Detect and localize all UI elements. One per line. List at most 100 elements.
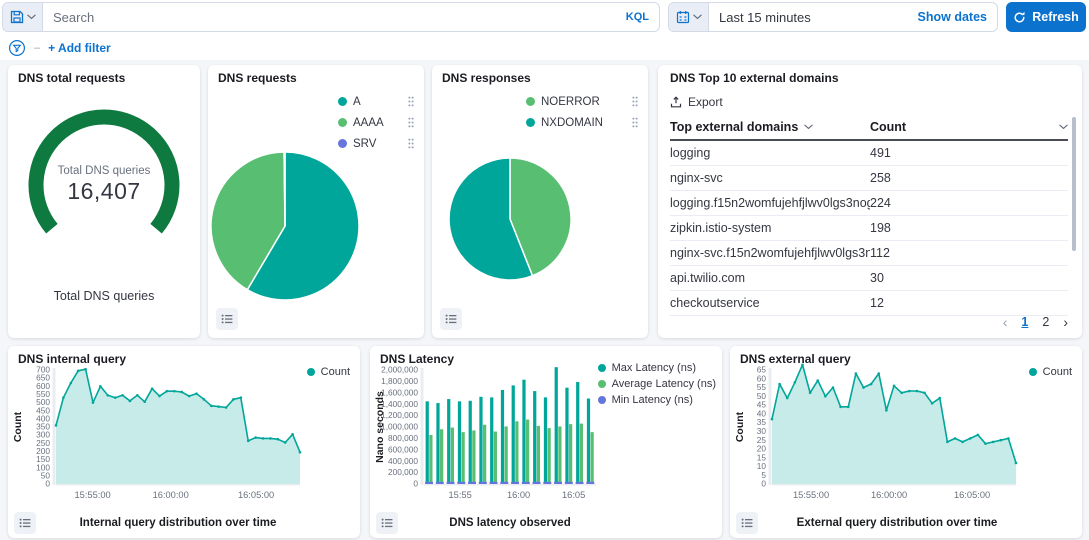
svg-text:0: 0 <box>45 479 50 489</box>
kql-language-button[interactable]: KQL <box>625 11 649 23</box>
svg-text:10: 10 <box>757 461 767 471</box>
x-axis-title: Internal query distribution over time <box>79 517 277 529</box>
legend-menu-icon[interactable] <box>632 96 638 107</box>
pie-chart[interactable] <box>448 157 572 281</box>
chevron-down-icon <box>692 14 702 20</box>
add-filter-button[interactable]: + Add filter <box>48 41 111 55</box>
legend-label: AAAA <box>353 116 384 129</box>
panel-title: DNS total requests <box>18 71 126 85</box>
svg-text:25: 25 <box>757 435 767 445</box>
svg-text:15:55:00: 15:55:00 <box>793 490 829 500</box>
refresh-button[interactable]: Refresh <box>1006 2 1086 32</box>
svg-text:500: 500 <box>36 397 50 407</box>
legend-dot <box>306 368 315 376</box>
svg-text:16:00:00: 16:00:00 <box>153 490 189 500</box>
cell-domain: api.twilio.com <box>670 271 746 285</box>
show-dates-button[interactable]: Show dates <box>917 10 987 24</box>
legend-item[interactable]: Average Latency (ns) <box>597 376 716 392</box>
legend-dot <box>597 396 606 404</box>
cell-domain: logging.f15n2womfujehfjlwv0lgs3nog.... <box>670 196 870 210</box>
legend-menu-icon[interactable] <box>408 117 414 128</box>
latency-legend: Max Latency (ns) Average Latency (ns) Min … <box>597 360 716 408</box>
table-row[interactable]: logging.f15n2womfujehfjlwv0lgs3nog.... 22… <box>670 191 1068 216</box>
legend-toggle-button[interactable] <box>376 512 398 534</box>
legend-menu-icon[interactable] <box>408 96 414 107</box>
legend-item[interactable]: NOERROR <box>526 91 638 112</box>
legend-menu-icon[interactable] <box>632 117 638 128</box>
svg-text:650: 650 <box>36 373 50 383</box>
area-chart[interactable]: 0501001502002503003504004505005506006507… <box>10 362 310 512</box>
legend-item[interactable]: Max Latency (ns) <box>597 360 716 376</box>
table-row[interactable]: logging 491 <box>670 141 1068 166</box>
legend-item[interactable]: Count <box>306 364 350 380</box>
legend-dot <box>1028 368 1037 376</box>
table-row[interactable]: checkoutservice 12 <box>670 291 1068 316</box>
legend-toggle-button[interactable] <box>216 308 238 330</box>
svg-text:16:05:00: 16:05:00 <box>954 490 990 500</box>
svg-text:Count: Count <box>12 411 24 442</box>
svg-text:800,000: 800,000 <box>388 433 418 443</box>
legend-dot <box>526 97 535 106</box>
cell-count: 198 <box>870 221 891 235</box>
panel-dns-external-query: DNS external query Count 0 5 10 15 20 25 30 35 4… <box>730 346 1082 538</box>
internal-legend: Count <box>306 364 350 380</box>
pagination-next-button[interactable]: › <box>1063 314 1068 330</box>
table-scrollbar[interactable] <box>1072 117 1076 251</box>
pagination-prev-button[interactable]: ‹ <box>1002 314 1008 330</box>
svg-text:65: 65 <box>757 365 767 375</box>
panel-title: DNS Latency <box>380 352 455 366</box>
legend-menu-icon[interactable] <box>408 138 414 149</box>
svg-text:0: 0 <box>761 479 766 489</box>
legend-item[interactable]: AAAA <box>338 112 414 133</box>
panel-title: DNS internal query <box>18 352 127 366</box>
pagination-page-2[interactable]: 2 <box>1042 315 1050 329</box>
cell-domain: checkoutservice <box>670 296 760 310</box>
table-row[interactable]: zipkin.istio-system 198 <box>670 216 1068 241</box>
panel-top-external-domains: DNS Top 10 external domains Export Top e… <box>658 65 1082 338</box>
column-header-domains[interactable]: Top external domains <box>670 120 870 134</box>
legend-item[interactable]: A <box>338 91 414 112</box>
svg-text:35: 35 <box>757 417 767 427</box>
legend-label: A <box>353 95 361 108</box>
search-input[interactable] <box>43 9 616 25</box>
table-header-row: Top external domains Count <box>670 115 1068 141</box>
pagination-page-1[interactable]: 1 <box>1021 315 1029 329</box>
cell-count: 224 <box>870 196 891 210</box>
table-row[interactable]: nginx-svc 258 <box>670 166 1068 191</box>
cell-domain: nginx-svc <box>670 171 723 185</box>
filter-icon[interactable] <box>8 39 26 57</box>
panel-title: DNS Top 10 external domains <box>670 71 839 85</box>
panel-dns-responses: DNS responses NOERROR NXDOMAIN <box>432 65 648 338</box>
date-quick-select-button[interactable] <box>669 3 709 31</box>
column-header-count[interactable]: Count <box>870 120 1068 134</box>
svg-text:16:00: 16:00 <box>507 490 530 500</box>
legend-item[interactable]: NXDOMAIN <box>526 112 638 133</box>
time-range-value[interactable]: Last 15 minutes <box>719 9 811 25</box>
gauge-chart <box>28 109 180 234</box>
panel-dns-total-requests: DNS total requests Total DNS queries 16,… <box>8 65 200 338</box>
svg-text:2,000,000: 2,000,000 <box>381 365 418 375</box>
pie-chart[interactable] <box>210 151 360 301</box>
table-row[interactable]: nginx-svc.f15n2womfujehfjlwv0lgs3no... 11… <box>670 241 1068 266</box>
legend-item[interactable]: Min Latency (ns) <box>597 392 716 408</box>
legend-dot <box>338 97 347 106</box>
svg-text:15: 15 <box>757 452 767 462</box>
svg-text:600: 600 <box>36 381 50 391</box>
pagination: ‹ 1 2 › <box>1003 314 1068 330</box>
export-icon <box>670 96 682 108</box>
legend-toggle-button[interactable] <box>736 512 758 534</box>
table-body: logging 491 nginx-svc 258 logging.f15n2womfu… <box>670 141 1068 316</box>
legend-toggle-button[interactable] <box>440 308 462 330</box>
save-icon <box>10 10 23 24</box>
export-button[interactable]: Export <box>670 95 723 109</box>
table-row[interactable]: api.twilio.com 30 <box>670 266 1068 291</box>
svg-text:200,000: 200,000 <box>388 467 418 477</box>
legend-item[interactable]: Count <box>1028 364 1072 380</box>
legend-toggle-button[interactable] <box>14 512 36 534</box>
domains-table: Top external domains Count logging 491 ngi… <box>670 115 1068 316</box>
svg-text:550: 550 <box>36 389 50 399</box>
saved-query-menu-button[interactable] <box>3 3 43 31</box>
legend-item[interactable]: SRV <box>338 133 414 154</box>
